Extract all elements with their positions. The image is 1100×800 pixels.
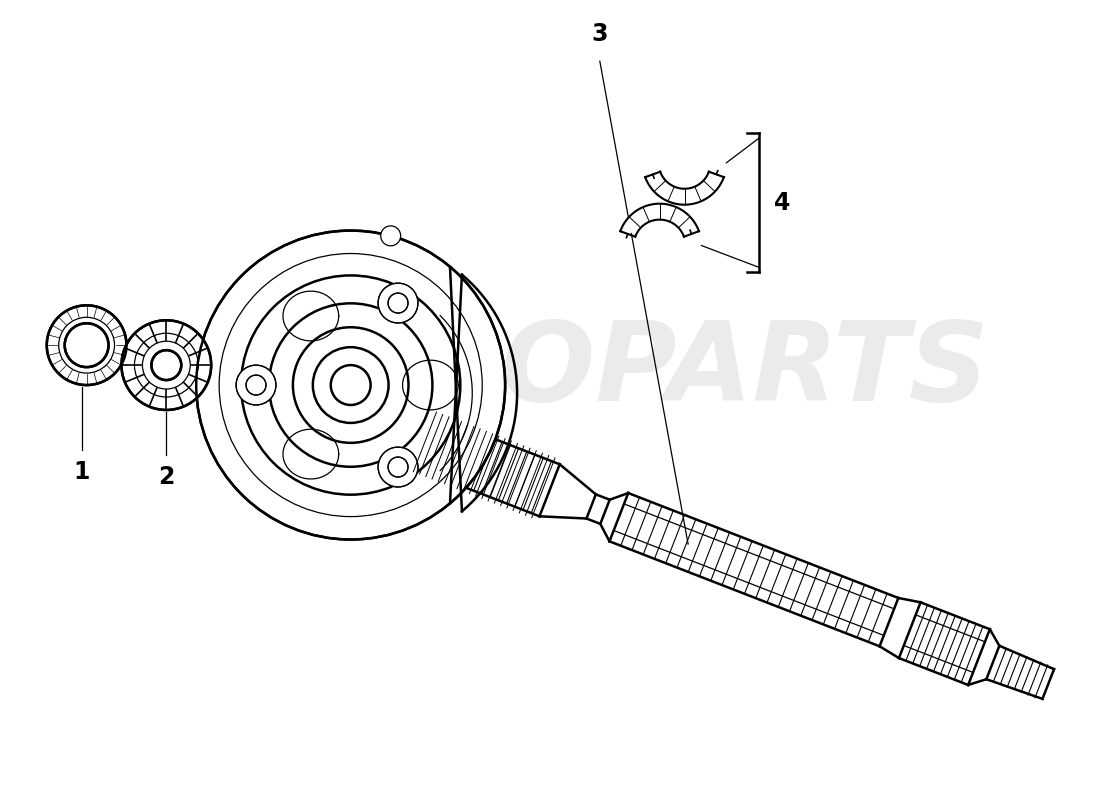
Text: a passion for parts since 1985: a passion for parts since 1985 — [528, 472, 772, 567]
Text: 1: 1 — [74, 460, 90, 484]
Polygon shape — [586, 494, 609, 524]
Text: 2: 2 — [158, 465, 175, 489]
Circle shape — [246, 375, 266, 395]
Text: EUROPARTS: EUROPARTS — [250, 317, 990, 424]
Polygon shape — [609, 493, 899, 646]
Polygon shape — [880, 598, 921, 658]
Circle shape — [47, 306, 126, 385]
Circle shape — [152, 350, 182, 380]
Text: 3: 3 — [592, 22, 608, 46]
Polygon shape — [646, 172, 724, 205]
Polygon shape — [899, 602, 990, 685]
Polygon shape — [968, 630, 1000, 685]
Circle shape — [196, 230, 505, 539]
Circle shape — [65, 323, 109, 367]
Polygon shape — [539, 464, 596, 518]
Circle shape — [378, 447, 418, 487]
Circle shape — [388, 457, 408, 477]
Polygon shape — [987, 646, 1054, 699]
Text: 4: 4 — [774, 190, 791, 214]
Circle shape — [236, 365, 276, 405]
Circle shape — [121, 320, 211, 410]
Polygon shape — [620, 204, 698, 237]
Polygon shape — [379, 417, 421, 449]
Circle shape — [378, 283, 418, 323]
Circle shape — [388, 293, 408, 313]
Circle shape — [381, 226, 400, 246]
Polygon shape — [408, 413, 560, 516]
Polygon shape — [601, 493, 628, 542]
